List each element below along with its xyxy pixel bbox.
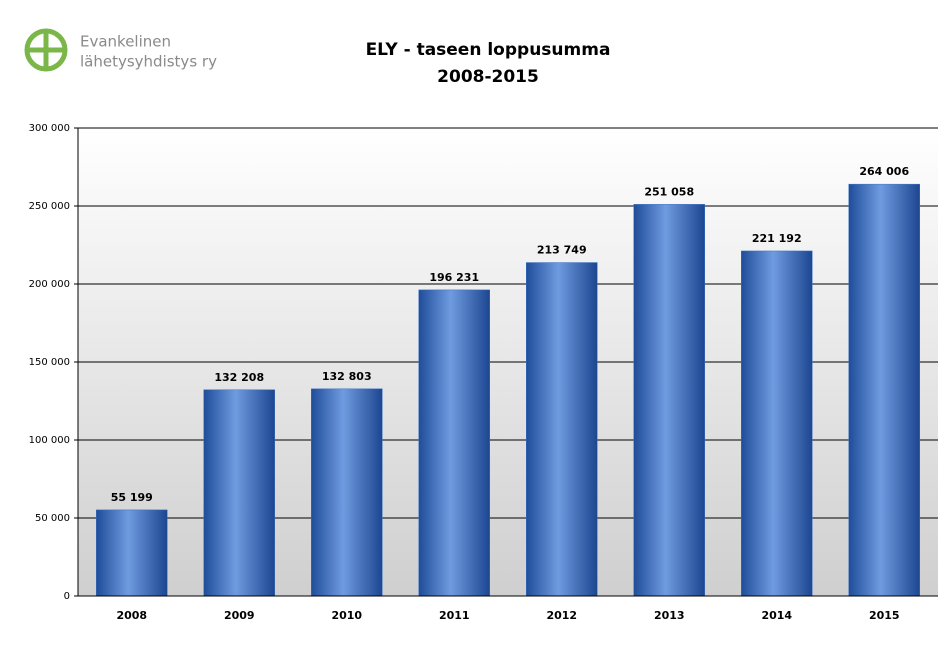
x-tick-label: 2014 bbox=[761, 609, 792, 622]
value-label: 264 006 bbox=[859, 165, 909, 178]
value-label: 55 199 bbox=[111, 491, 153, 504]
y-tick-label: 250 000 bbox=[29, 201, 70, 212]
value-label: 196 231 bbox=[429, 271, 479, 284]
x-tick-label: 2012 bbox=[546, 609, 577, 622]
bar bbox=[633, 204, 705, 597]
x-tick-label: 2010 bbox=[331, 609, 362, 622]
x-tick-label: 2013 bbox=[654, 609, 685, 622]
y-tick-label: 200 000 bbox=[29, 279, 70, 290]
bar bbox=[311, 388, 383, 597]
y-tick-label: 100 000 bbox=[29, 435, 70, 446]
x-tick-label: 2015 bbox=[869, 609, 900, 622]
logo-text: lähetysyhdistys ry bbox=[80, 53, 217, 71]
y-tick-label: 150 000 bbox=[29, 357, 70, 368]
bar bbox=[741, 250, 813, 597]
chart-title: ELY - taseen loppusumma bbox=[366, 40, 611, 60]
logo-icon bbox=[24, 28, 68, 72]
bar bbox=[526, 262, 598, 597]
value-label: 221 192 bbox=[752, 232, 802, 245]
x-tick-label: 2009 bbox=[224, 609, 255, 622]
bar bbox=[848, 183, 920, 597]
x-tick-label: 2011 bbox=[439, 609, 470, 622]
chart-subtitle: 2008-2015 bbox=[437, 67, 539, 87]
y-tick-label: 0 bbox=[64, 591, 70, 602]
value-label: 213 749 bbox=[537, 244, 587, 257]
value-label: 132 208 bbox=[214, 371, 264, 384]
value-label: 132 803 bbox=[322, 370, 372, 383]
y-tick-label: 300 000 bbox=[29, 123, 70, 134]
y-tick-label: 50 000 bbox=[35, 513, 70, 524]
logo-text: Evankelinen bbox=[80, 33, 171, 51]
bar bbox=[96, 509, 168, 597]
value-label: 251 058 bbox=[644, 185, 694, 198]
x-tick-label: 2008 bbox=[116, 609, 147, 622]
bar bbox=[418, 289, 490, 597]
bar bbox=[203, 389, 275, 597]
